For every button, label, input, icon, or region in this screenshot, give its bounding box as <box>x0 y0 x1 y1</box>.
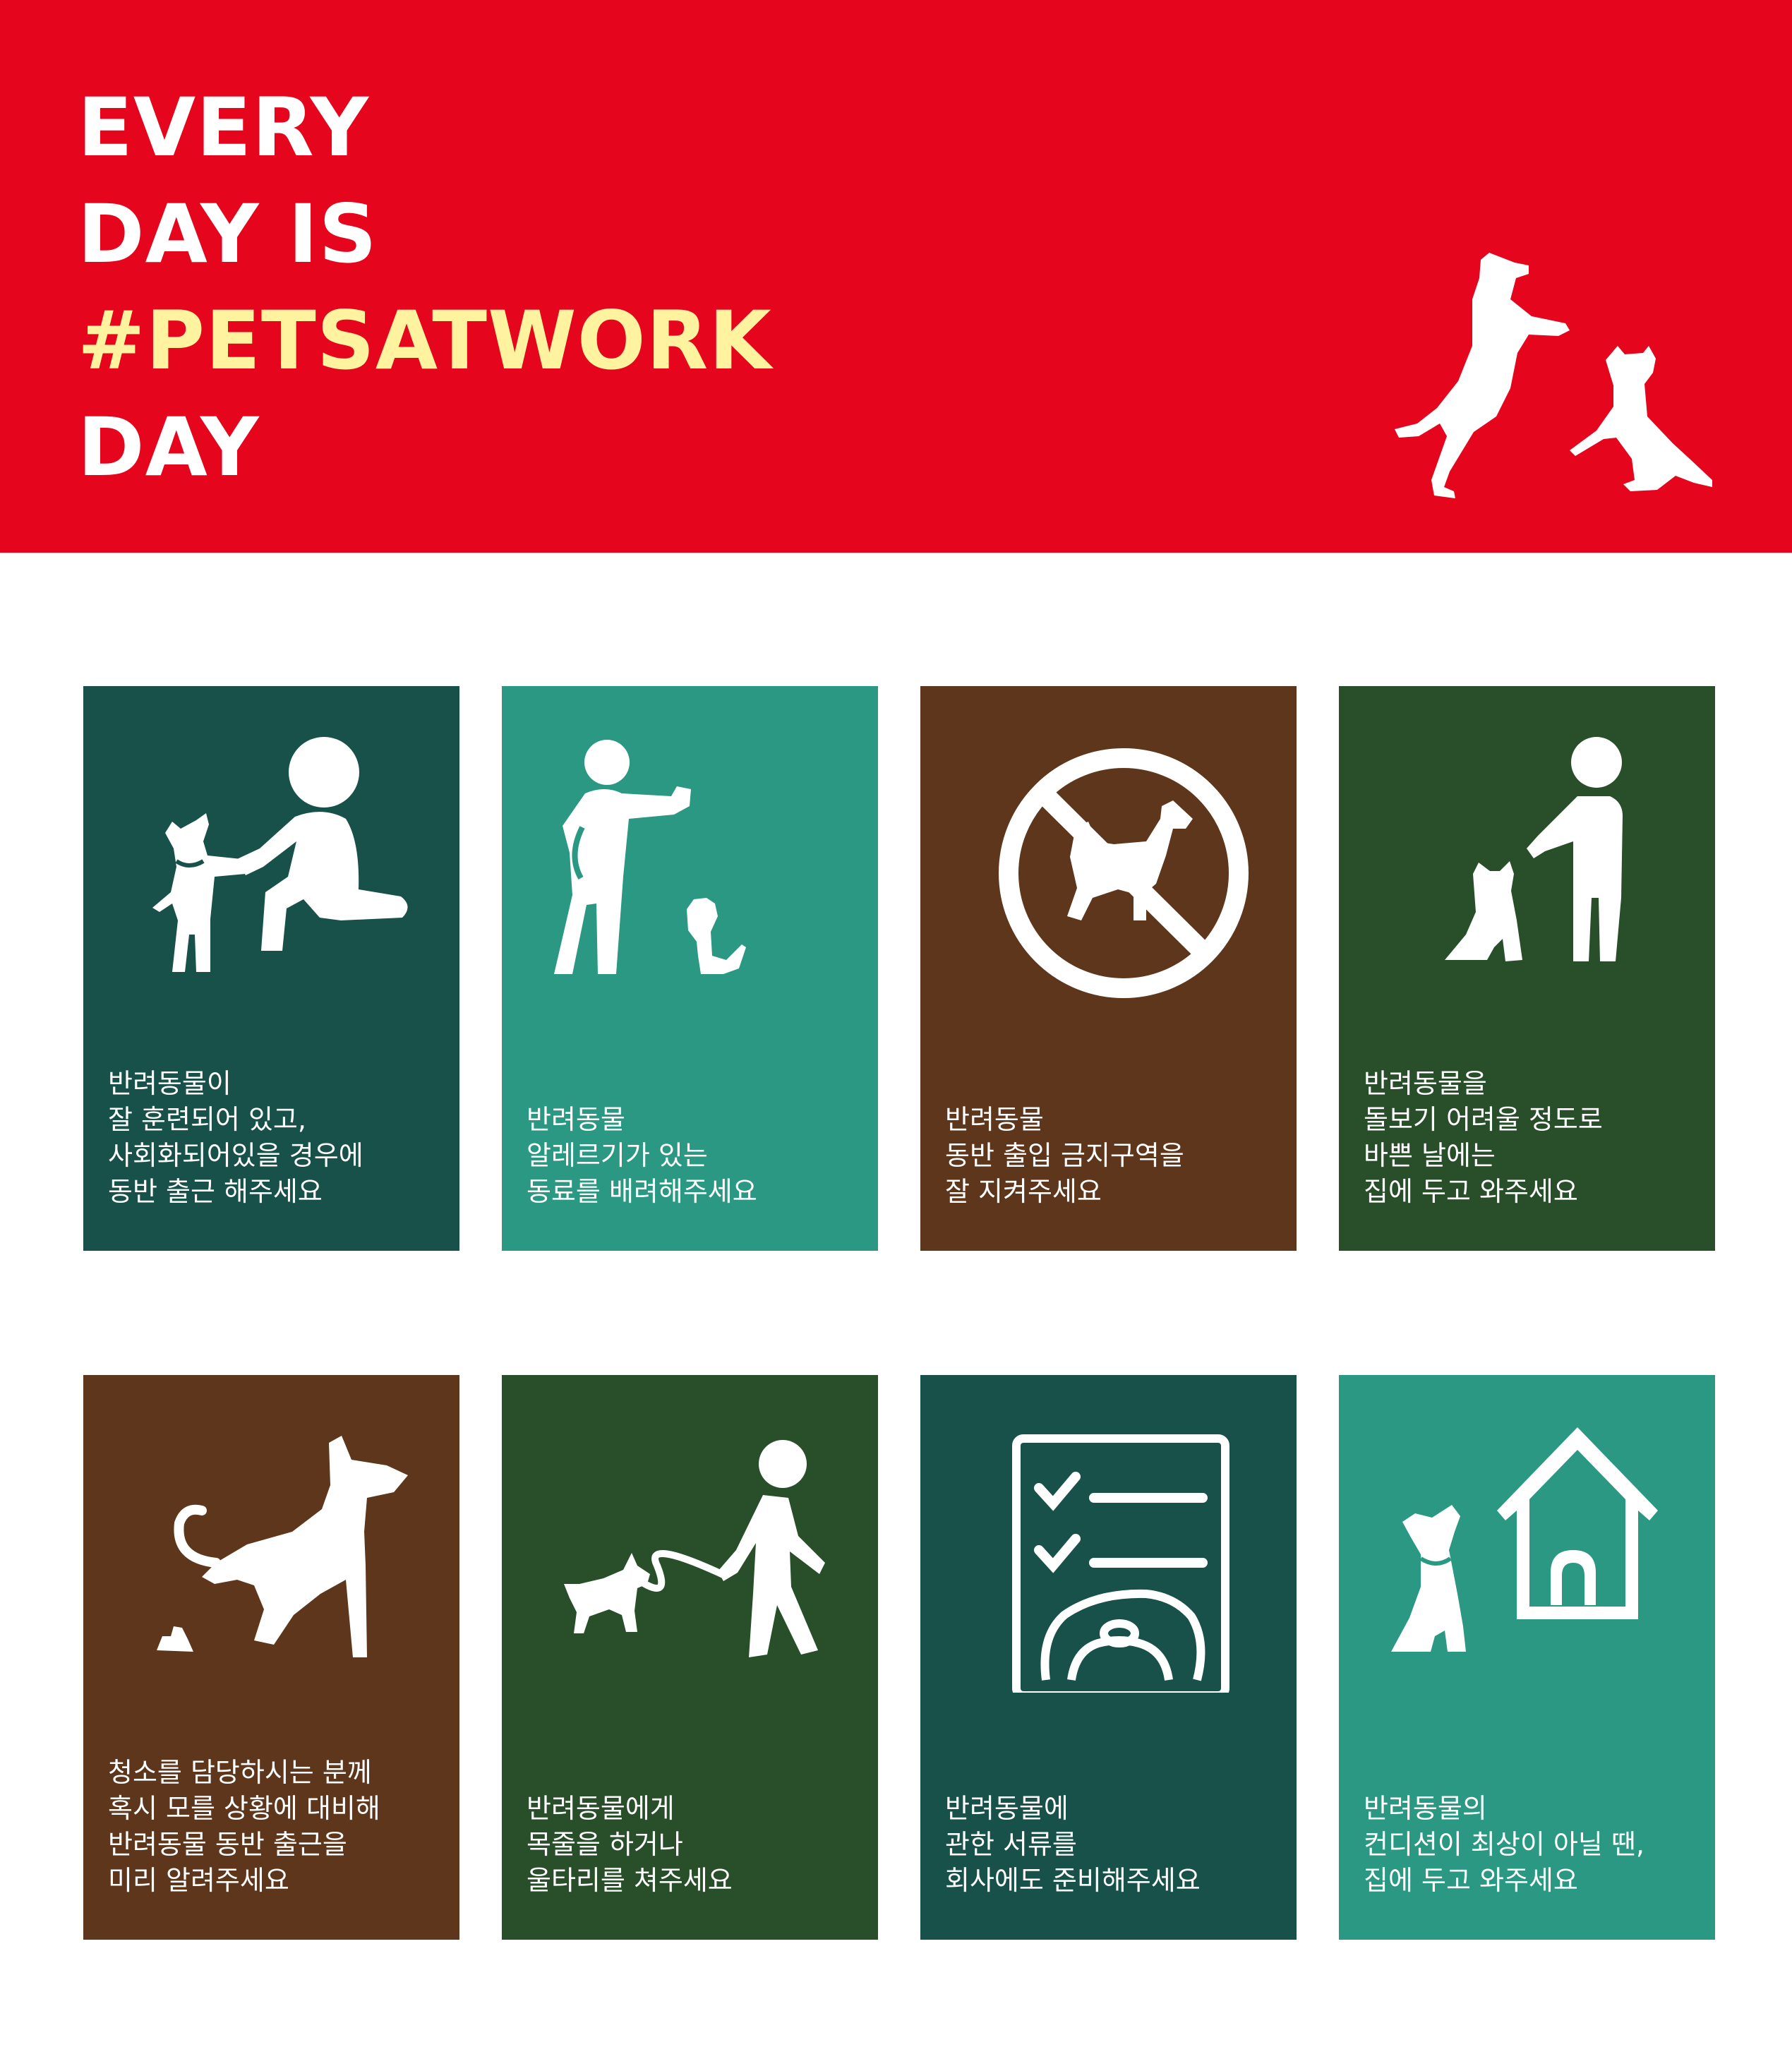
two-dogs-playing-icon <box>1395 253 1712 498</box>
tip-card: 반려동물에게 목줄을 하거나 울타리를 쳐주세요 <box>502 1375 878 1940</box>
tip-text: 반려동물 알레르기가 있는 동료를 배려해주세요 <box>527 1104 757 1207</box>
headline: EVERY DAY IS #PETSATWORK DAY <box>78 74 772 500</box>
headline-line-1: EVERY <box>78 80 370 174</box>
person-walking-dog-on-leash-icon <box>564 1440 825 1657</box>
tip-card: 반려동물 동반 출입 금지구역을 잘 지켜주세요 <box>920 686 1297 1251</box>
tip-card: 반려동물을 돌보기 어려울 정도로 바쁜 날에는 집에 두고 와주세요 <box>1339 686 1715 1251</box>
tip-text: 반려동물을 돌보기 어려울 정도로 바쁜 날에는 집에 두고 와주세요 <box>1364 1068 1603 1207</box>
tip-card: 반려동물의 컨디션이 최상이 아닐 땐, 집에 두고 와주세요 <box>1339 1375 1715 1940</box>
checklist-with-dog-icon <box>1012 1434 1229 1693</box>
tip-card: 반려동물에 관한 서류를 회사에도 준비해주세요 <box>920 1375 1297 1940</box>
tip-card: 반려동물이 잘 훈련되어 있고, 사회화되어있을 경우에 동반 출근 해주세요 <box>83 686 459 1251</box>
tip-text: 반려동물이 잘 훈련되어 있고, 사회화되어있을 경우에 동반 출근 해주세요 <box>108 1068 363 1207</box>
header-banner: EVERY DAY IS #PETSATWORK DAY <box>0 0 1792 553</box>
kneeling-person-with-dog-icon <box>152 737 408 972</box>
dog-with-doghouse-icon <box>1391 1427 1658 1652</box>
person-commanding-sitting-dog-icon <box>554 740 746 974</box>
tip-card: 반려동물 알레르기가 있는 동료를 배려해주세요 <box>502 686 878 1251</box>
tip-text: 반려동물에게 목줄을 하거나 울타리를 쳐주세요 <box>527 1793 733 1896</box>
headline-hashtag: #PETSATWORK <box>78 294 772 388</box>
headline-line-2: DAY IS <box>78 187 378 281</box>
tip-text: 반려동물의 컨디션이 최상이 아닐 땐, 집에 두고 와주세요 <box>1364 1793 1644 1896</box>
no-dogs-allowed-icon <box>999 748 1249 998</box>
tip-card: 청소를 담당하시는 분께 혹시 모를 상황에 대비해 반려동물 동반 출근을 미… <box>83 1375 459 1940</box>
tip-text: 반려동물 동반 출입 금지구역을 잘 지켜주세요 <box>945 1104 1184 1207</box>
tip-text: 청소를 담당하시는 분께 혹시 모를 상황에 대비해 반려동물 동반 출근을 미… <box>108 1757 380 1896</box>
tip-text: 반려동물에 관한 서류를 회사에도 준비해주세요 <box>945 1793 1201 1896</box>
person-with-sitting-dog-icon <box>1445 737 1623 961</box>
headline-line-4: DAY <box>78 400 260 494</box>
dog-pooping-icon <box>157 1436 408 1657</box>
